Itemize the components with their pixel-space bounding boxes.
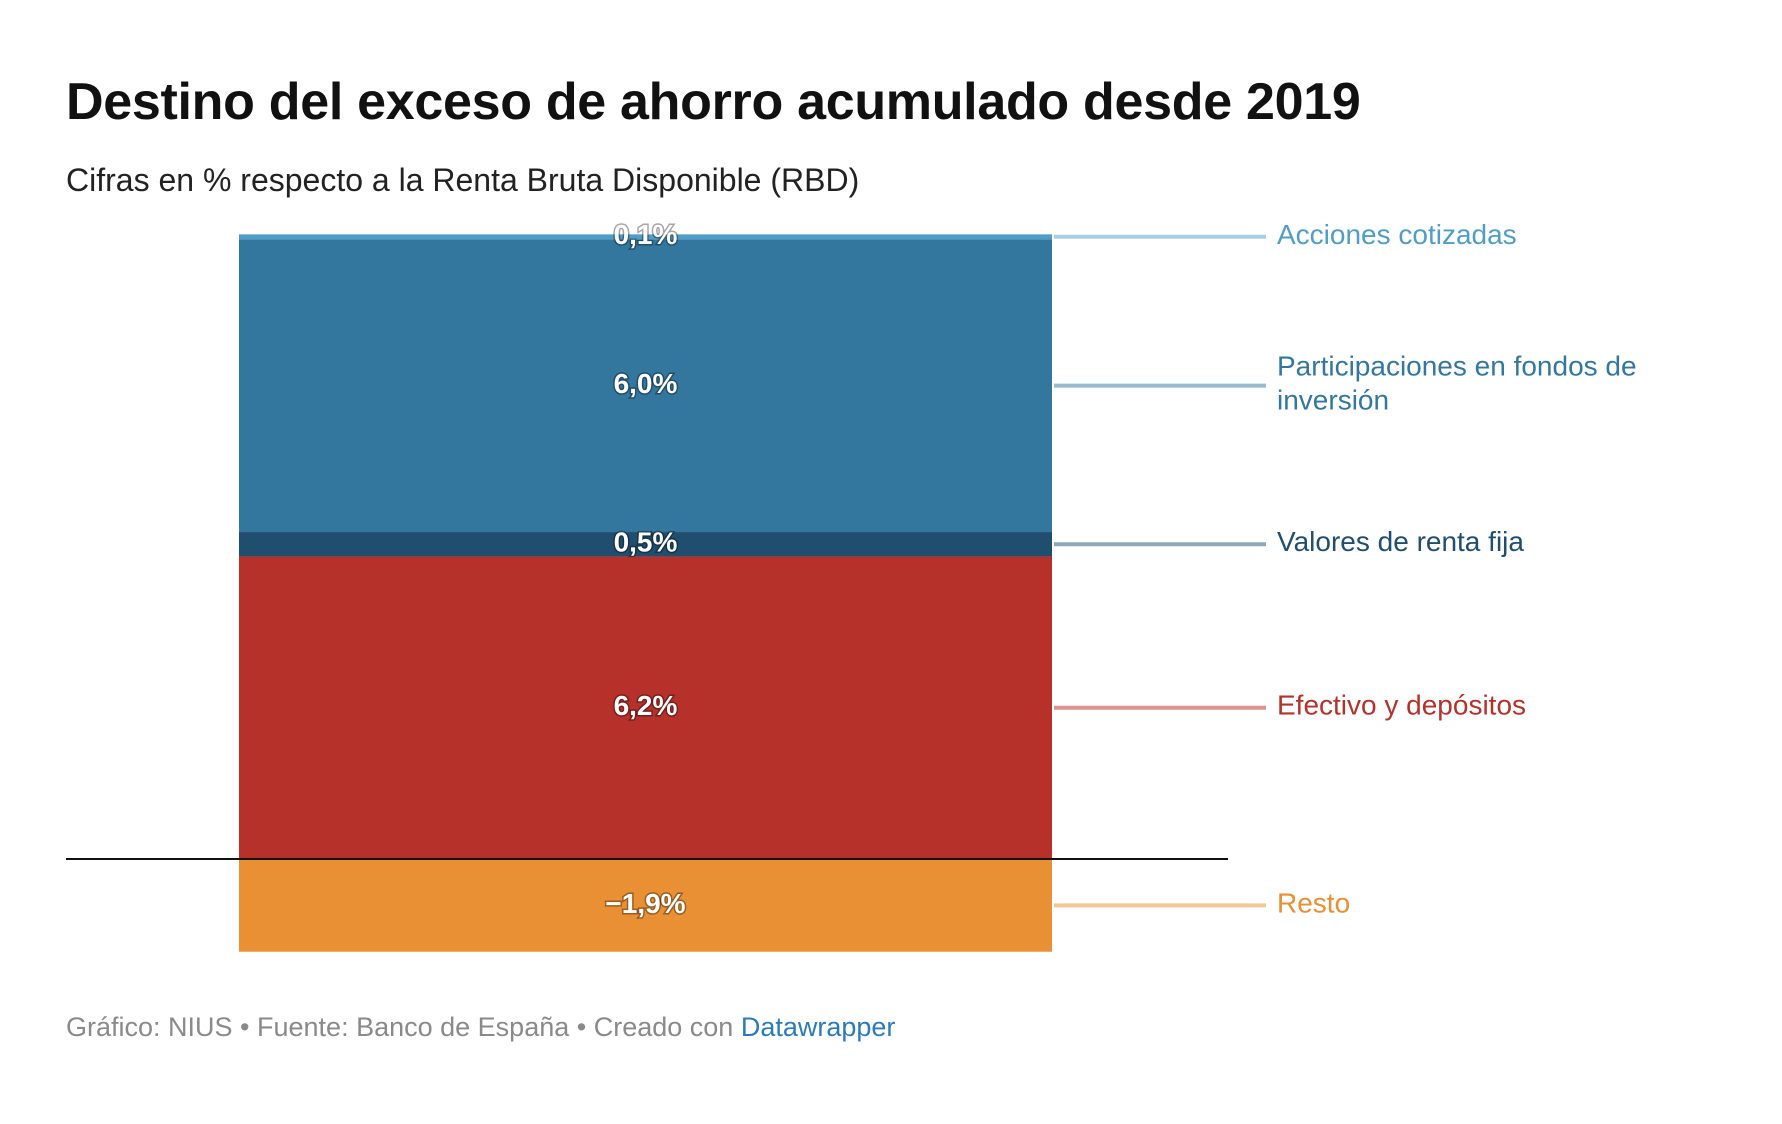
bar-segment-participaciones-en-fondos-de-inversion [239, 239, 1052, 533]
datawrapper-link[interactable]: Datawrapper [740, 1012, 896, 1042]
data-label-participaciones-en-fondos-de-inversion: 6,0% [614, 368, 678, 399]
series-label-resto: Resto [1277, 888, 1350, 919]
series-label-efectivo-y-depositos: Efectivo y depósitos [1277, 690, 1526, 721]
chart-title: Destino del exceso de ahorro acumulado d… [66, 73, 1361, 131]
bar-segment-valores-de-renta-fija [239, 532, 1052, 557]
footer-source: Fuente: Banco de España [257, 1012, 570, 1042]
footer-created-with: Creado con [593, 1012, 734, 1042]
series-label-line: Efectivo y depósitos [1277, 690, 1526, 721]
data-label-efectivo-y-depositos: 6,2% [614, 690, 678, 721]
data-label-resto: −1,9% [605, 888, 685, 919]
bar-segment-acciones-cotizadas [239, 234, 1052, 240]
footer-separator: • [232, 1012, 258, 1042]
series-label-line: Resto [1277, 888, 1350, 919]
data-label-acciones-cotizadas: 0,1% [614, 219, 678, 250]
bar-segment-efectivo-y-depositos [239, 556, 1052, 859]
series-label-line: inversión [1277, 385, 1389, 416]
data-label-valores-de-renta-fija: 0,5% [614, 527, 678, 558]
series-label-line: Acciones cotizadas [1277, 219, 1517, 250]
footer: Gráfico: NIUS • Fuente: Banco de España … [66, 1012, 895, 1043]
bar-segment-resto [239, 859, 1052, 952]
chart-subtitle: Cifras en % respecto a la Renta Bruta Di… [66, 162, 860, 198]
series-label-acciones-cotizadas: Acciones cotizadas [1277, 219, 1517, 250]
series-label-line: Valores de renta fija [1277, 527, 1524, 558]
series-label-valores-de-renta-fija: Valores de renta fija [1277, 527, 1524, 558]
footer-separator: • [569, 1012, 594, 1042]
series-label-participaciones-en-fondos-de-inversion: Participaciones en fondos de inversión [1277, 351, 1637, 416]
series-label-line: Participaciones en fondos de [1277, 351, 1637, 382]
footer-credit: Gráfico: NIUS [66, 1012, 233, 1042]
